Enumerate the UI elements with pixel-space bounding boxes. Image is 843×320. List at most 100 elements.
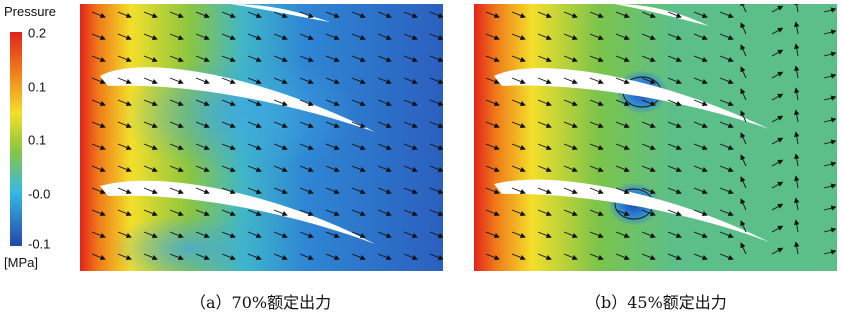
velocity-arrow [740,242,747,255]
velocity-arrow [615,77,630,85]
velocity-arrow [403,231,418,239]
velocity-arrow [273,11,288,19]
velocity-arrow [537,253,552,261]
velocity-arrow [589,99,604,107]
velocity-arrow [719,187,734,195]
velocity-arrow [794,197,800,211]
velocity-arrow [403,99,418,107]
velocity-arrow [403,253,418,261]
velocity-arrow [485,143,500,151]
velocity-arrow [195,231,210,239]
blade-top-a [230,4,330,22]
velocity-arrow [771,181,784,189]
velocity-arrow [485,231,500,239]
velocity-arrow [537,55,552,63]
velocity-arrow [117,11,132,19]
velocity-arrow [117,55,132,63]
blade-lower-b [494,179,769,242]
velocity-arrow [667,231,682,239]
velocity-arrow [117,187,132,195]
velocity-arrow [589,143,604,151]
velocity-arrow [615,55,630,63]
velocity-arrow [485,209,500,217]
velocity-arrow [221,55,236,63]
velocity-arrow [794,131,800,145]
velocity-arrow [91,55,106,63]
velocity-arrow [377,253,392,261]
velocity-arrow [143,143,158,151]
velocity-arrow [299,33,314,41]
velocity-arrow [719,11,734,19]
velocity-arrow [693,165,708,173]
velocity-arrow [377,165,392,173]
velocity-arrow [117,99,132,107]
velocity-arrow [117,209,132,217]
velocity-arrow [403,187,418,195]
velocity-arrow [273,99,288,107]
velocity-arrow [91,77,106,85]
velocity-arrow [377,231,392,239]
velocity-arrow [91,143,106,151]
velocity-arrow [377,77,392,85]
velocity-arrow [794,109,800,123]
velocity-arrow [615,121,630,129]
velocity-vectors-b [485,4,837,261]
velocity-arrow [563,253,578,261]
velocity-arrow [589,187,604,195]
velocity-arrow [325,209,340,217]
legend-tick-2: 0.1 [28,79,47,95]
velocity-arrow [169,165,184,173]
velocity-arrow [794,87,800,101]
velocity-arrow [325,11,340,19]
velocity-arrow [511,33,526,41]
legend-tick-3: 0.1 [28,132,47,148]
velocity-arrow [615,33,630,41]
velocity-arrow [589,253,604,261]
velocity-arrow [511,11,526,19]
velocity-arrow [247,231,262,239]
velocity-arrow [667,55,682,63]
velocity-arrow [299,55,314,63]
velocity-arrow [273,165,288,173]
velocity-arrow [117,143,132,151]
velocity-arrow [511,55,526,63]
velocity-arrow [91,33,106,41]
velocity-arrow [403,143,418,151]
velocity-arrow [221,253,236,261]
velocity-arrow [325,253,340,261]
velocity-arrow [247,187,262,195]
velocity-arrow [299,165,314,173]
velocity-arrow [299,99,314,107]
velocity-arrow [771,71,784,79]
velocity-arrow [325,77,340,85]
velocity-arrow [351,231,366,239]
velocity-arrow [667,77,682,85]
velocity-arrow [485,33,500,41]
velocity-arrow [351,33,366,41]
velocity-arrow [740,154,747,167]
velocity-arrow [641,33,656,41]
velocity-arrow [563,33,578,41]
velocity-arrow [771,49,784,57]
velocity-arrow [693,33,708,41]
velocity-arrow [537,33,552,41]
velocity-arrow [537,187,552,195]
caption-a: （a）70%额定出力 [190,293,332,312]
velocity-arrow [91,99,106,107]
velocity-arrow [377,33,392,41]
velocity-arrow [740,44,747,57]
velocity-arrow [299,121,314,129]
velocity-arrow [641,253,656,261]
velocity-arrow [740,176,747,189]
velocity-arrow [221,187,236,195]
velocity-arrow [823,29,837,35]
velocity-arrow [91,209,106,217]
velocity-arrow [429,231,443,239]
velocity-arrow [823,117,837,123]
velocity-arrow [221,209,236,217]
velocity-arrow [641,77,656,85]
velocity-arrow [169,99,184,107]
velocity-arrow [589,165,604,173]
velocity-arrow [693,11,708,19]
velocity-arrow [169,77,184,85]
